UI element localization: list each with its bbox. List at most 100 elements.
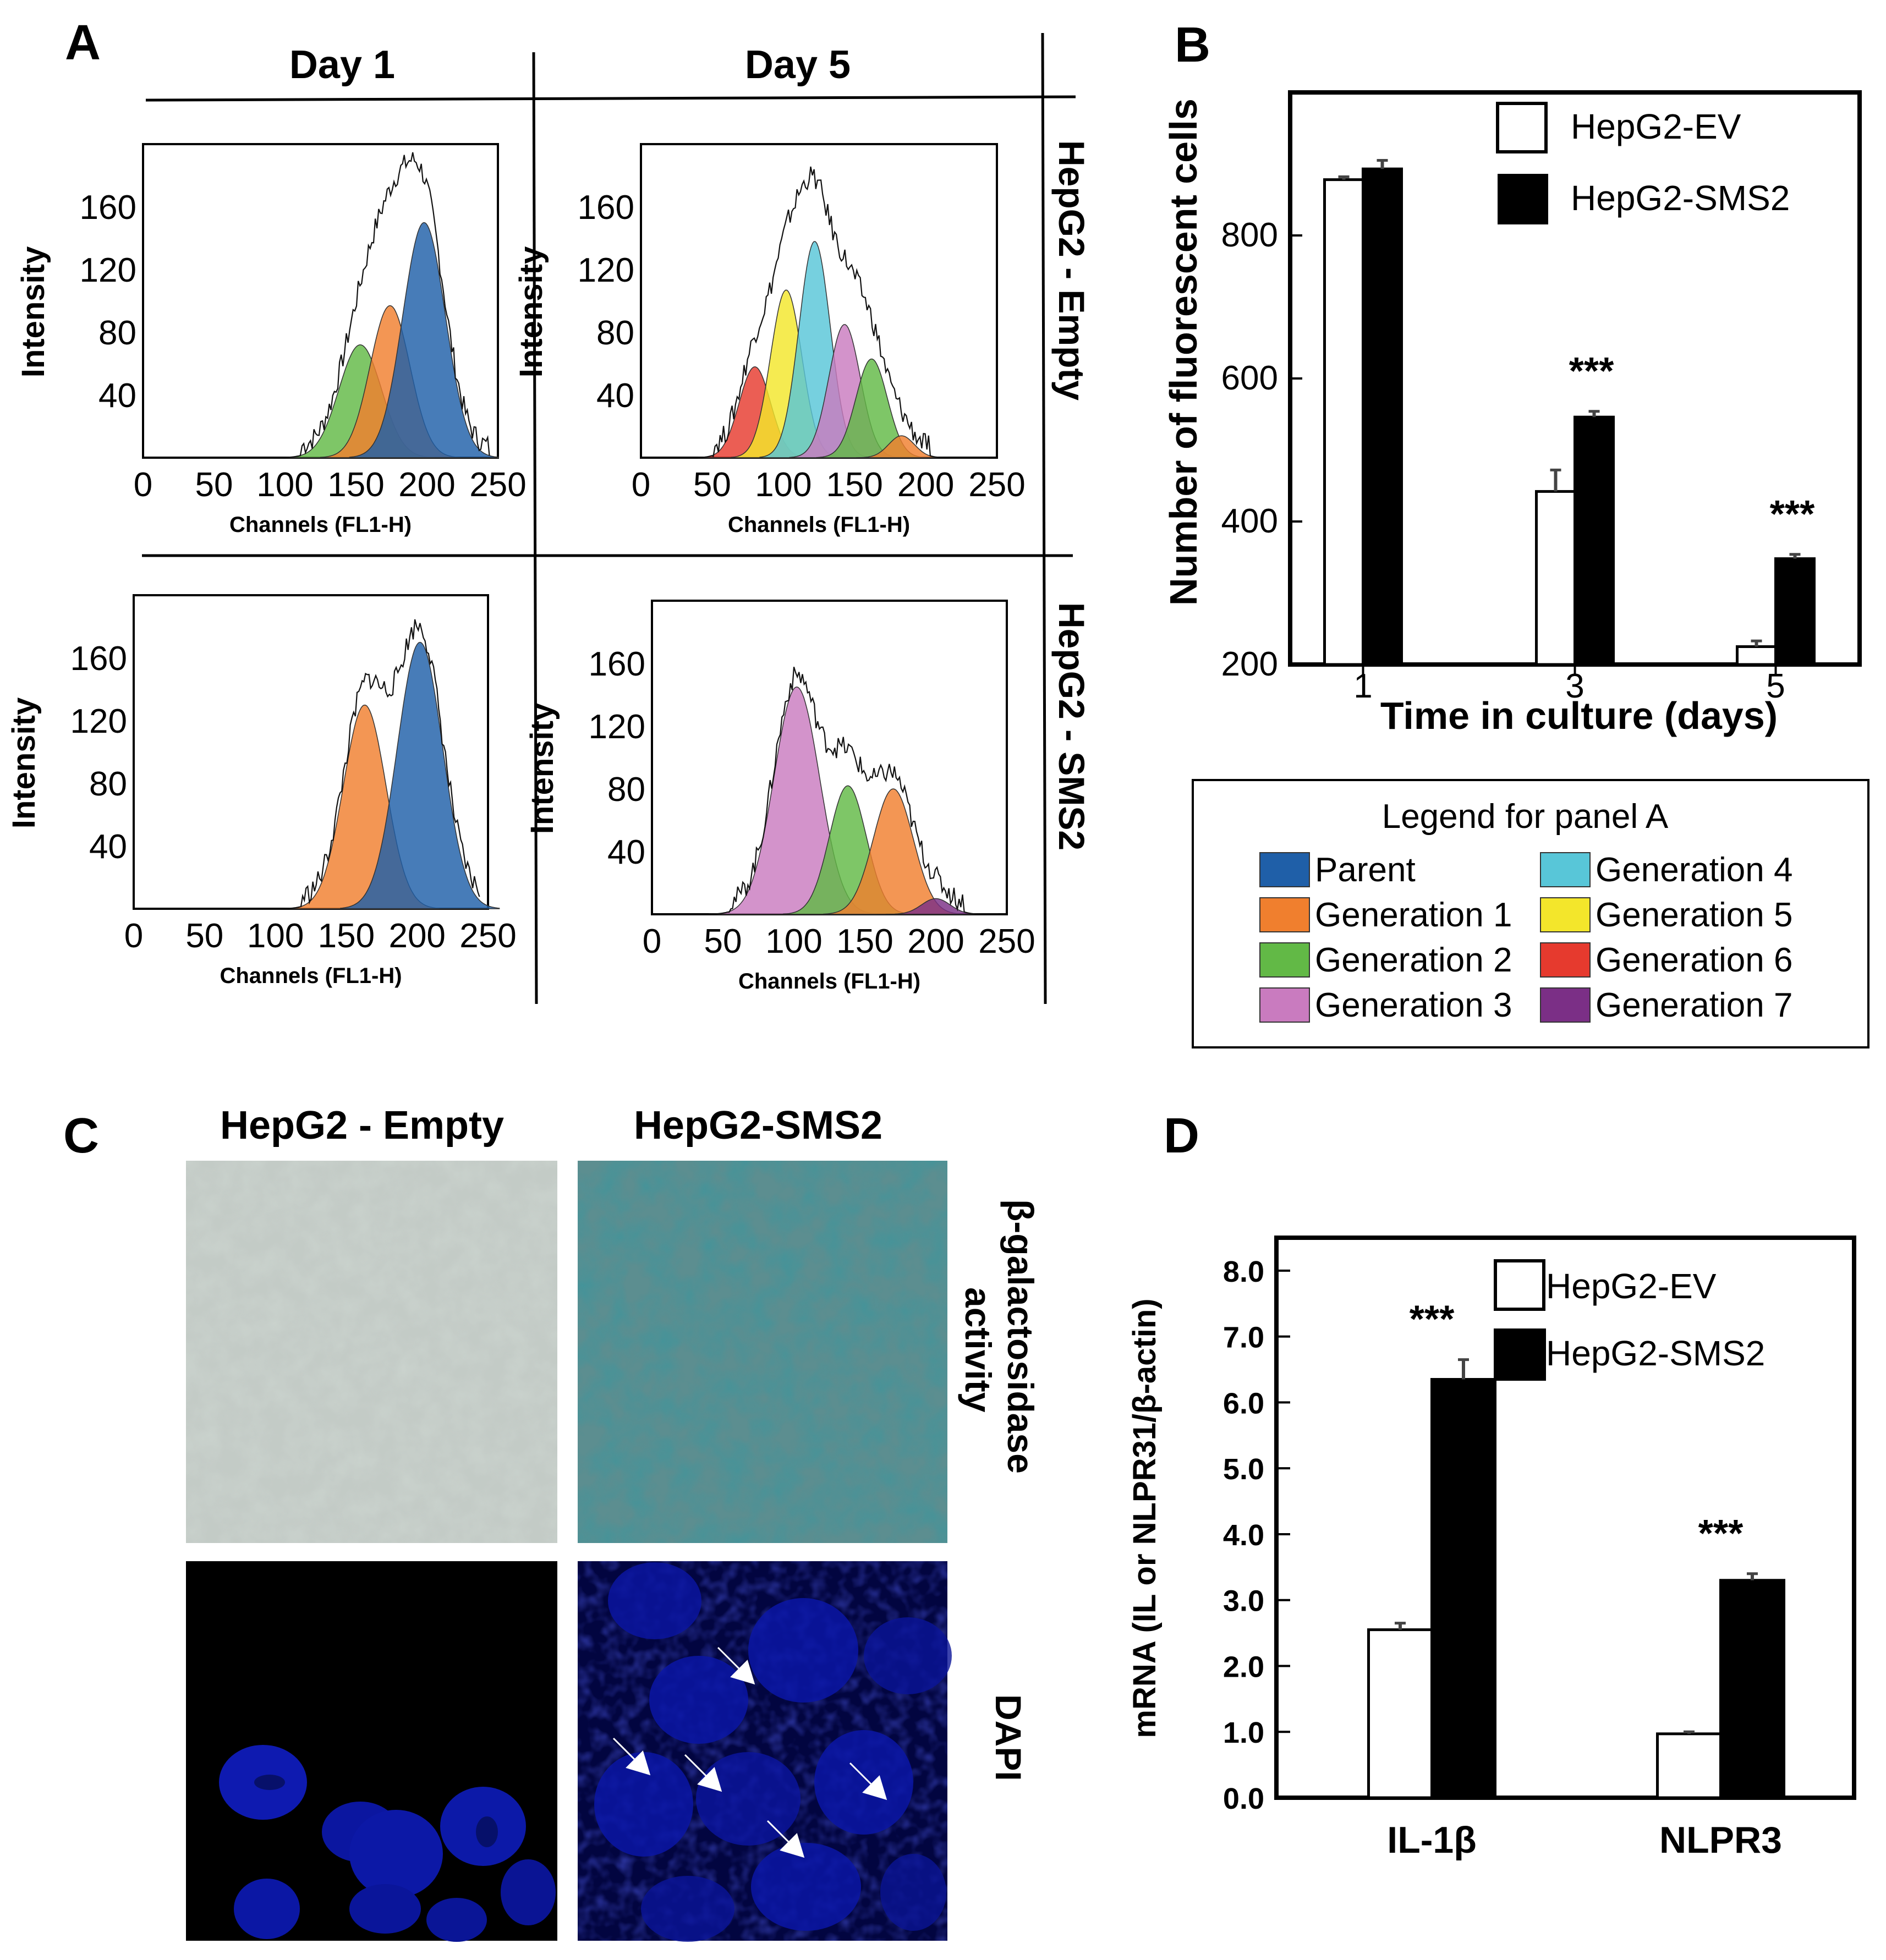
y-tick-label: 160 — [589, 645, 645, 683]
arrow-1-head — [730, 1660, 755, 1685]
x-tick-label: 0 — [643, 923, 661, 960]
x-tick-label: 250 — [968, 466, 1025, 504]
bar-hepg2-ev — [1367, 1628, 1433, 1799]
arrow-4-shaft — [849, 1762, 876, 1789]
legend-a-label: Generation 6 — [1596, 941, 1792, 979]
legend-a-label: Generation 3 — [1315, 986, 1512, 1024]
histogram-envelope — [200, 152, 490, 459]
y-tick-label: 8.0 — [1223, 1255, 1264, 1288]
y-tick-label: 3.0 — [1223, 1585, 1264, 1618]
y-tick-label: 40 — [607, 833, 645, 871]
x-tick-label: 150 — [836, 923, 893, 960]
arrow-5-head — [780, 1833, 805, 1858]
panel-d-plot: *** IL-1β *** NLPR3 0.0 1.0 2.0 3.0 4.0 5.0 6.0 7.0… — [1223, 1255, 1785, 1861]
arrow-3-head — [697, 1767, 722, 1792]
bar-hepg2-ev — [1656, 1732, 1722, 1799]
legend-a-swatch — [1540, 987, 1591, 1023]
legend-a-label: Generation 1 — [1315, 896, 1512, 934]
y-tick-label: 6.0 — [1223, 1387, 1264, 1420]
row-label-empty: HepG2 - Empty — [1051, 140, 1092, 400]
y-tick-label: 400 — [1221, 502, 1278, 540]
peak-parent — [349, 222, 500, 458]
y-tick-label: 160 — [70, 640, 127, 678]
y-tick-label: 7.0 — [1223, 1321, 1264, 1354]
legend-d-label-sms2: HepG2-SMS2 — [1546, 1333, 1765, 1373]
legend-d-swatch-sms2 — [1494, 1328, 1546, 1381]
row-label-sms2: HepG2 - SMS2 — [1051, 602, 1092, 850]
legend-a-swatch — [1540, 897, 1591, 932]
panel-c: C HepG2 - Empty HepG2-SMS2 — [63, 1103, 1041, 1942]
x-tick-label: 250 — [459, 917, 516, 955]
legend-b-swatch-sms2 — [1498, 174, 1548, 224]
legend-b-swatch-ev — [1496, 102, 1548, 153]
y-tick-label: 40 — [89, 828, 127, 866]
legend-a-label: Generation 5 — [1596, 896, 1792, 934]
x-tick-label: 50 — [693, 466, 731, 504]
x-tick-label: 0 — [632, 466, 650, 504]
legend-a-label: Generation 7 — [1596, 986, 1792, 1024]
peak-parent — [340, 641, 500, 909]
column-divider — [532, 52, 538, 1004]
y-axis-label: Intensity — [524, 703, 560, 834]
x-tick-label: 100 — [765, 923, 822, 960]
c-col-header-sms2: HepG2-SMS2 — [634, 1103, 882, 1148]
x-tick-label: 50 — [185, 917, 223, 955]
right-divider — [1041, 32, 1047, 1004]
legend-a-items: Parent Generation 1 Generation 2 Generation… — [1259, 851, 1792, 1024]
histogram-envelope — [709, 666, 999, 915]
legend-d-label-ev: HepG2-EV — [1546, 1266, 1717, 1306]
legend-a-swatch — [1259, 987, 1310, 1023]
bar-hepg2-ev — [1323, 178, 1364, 666]
significance-label: *** — [1698, 1512, 1744, 1555]
x-tick-label: 200 — [897, 466, 954, 504]
category-label: NLPR3 — [1659, 1819, 1782, 1861]
legend-a-label: Generation 4 — [1596, 851, 1792, 889]
x-axis-label: Channels (FL1-H) — [229, 513, 412, 537]
x-tick-label: 100 — [755, 466, 812, 504]
x-tick-label: 150 — [826, 466, 882, 504]
arrow-2-head — [626, 1750, 651, 1776]
legend-b-label-ev: HepG2-EV — [1571, 107, 1741, 146]
y-tick-label: 40 — [596, 377, 634, 415]
y-tick-label: 80 — [596, 314, 634, 352]
x-axis-label: Channels (FL1-H) — [728, 513, 910, 537]
y-tick-label: 800 — [1221, 216, 1278, 254]
header-rule — [145, 95, 1076, 102]
x-tick-label: 150 — [318, 917, 375, 955]
panel-d: D *** IL-1β *** NLPR3 0.0 1.0 2.0 3.0 4.0 5.0 6.0 7… — [1127, 1108, 1856, 1861]
x-tick-label: 200 — [398, 466, 455, 504]
x-tick-label: 50 — [195, 466, 233, 504]
legend-a-swatch — [1540, 852, 1591, 887]
category-label: IL-1β — [1387, 1819, 1476, 1861]
significance-label: *** — [1569, 349, 1614, 392]
y-tick-label: 1.0 — [1223, 1716, 1264, 1749]
legend-b-label-sms2: HepG2-SMS2 — [1571, 178, 1790, 218]
y-tick-label: 600 — [1221, 359, 1278, 397]
histogram-day5-sms2: 0 50 100 150 200 250 40 80 120 160 Channels (FL1-H… — [524, 600, 1035, 993]
y-tick-label: 120 — [70, 702, 127, 740]
legend-a-swatch — [1259, 942, 1310, 978]
histogram-day5-empty: 0 50 100 150 200 250 40 80 120 160 Channels (FL1-H… — [513, 143, 1026, 537]
arrow-4-head — [862, 1775, 887, 1800]
y-tick-label: 2.0 — [1223, 1650, 1264, 1683]
panel-d-ylabel: mRNA (IL or NLPR31/β-actin) — [1127, 1298, 1163, 1738]
legend-a-swatch — [1540, 942, 1591, 978]
panel-label-a: A — [65, 15, 101, 70]
micrograph-bgal-sms2 — [578, 1161, 947, 1543]
bar-hepg2-sms2 — [1430, 1377, 1496, 1799]
legend-a-swatch — [1259, 897, 1310, 932]
c-row-label-activity: activity — [958, 1287, 999, 1413]
arrow-3-shaft — [684, 1754, 711, 1781]
panel-b-xlabel: Time in culture (days) — [1380, 694, 1778, 737]
legend-a-swatch — [1259, 852, 1310, 887]
y-tick-label: 5.0 — [1223, 1453, 1264, 1486]
micrograph-bgal-empty — [186, 1161, 557, 1543]
x-tick-label: 50 — [704, 923, 742, 960]
x-tick-label: 0 — [134, 466, 152, 504]
significance-label: *** — [1770, 492, 1815, 535]
panel-label-b: B — [1175, 18, 1210, 73]
x-tick-label: 200 — [388, 917, 445, 955]
